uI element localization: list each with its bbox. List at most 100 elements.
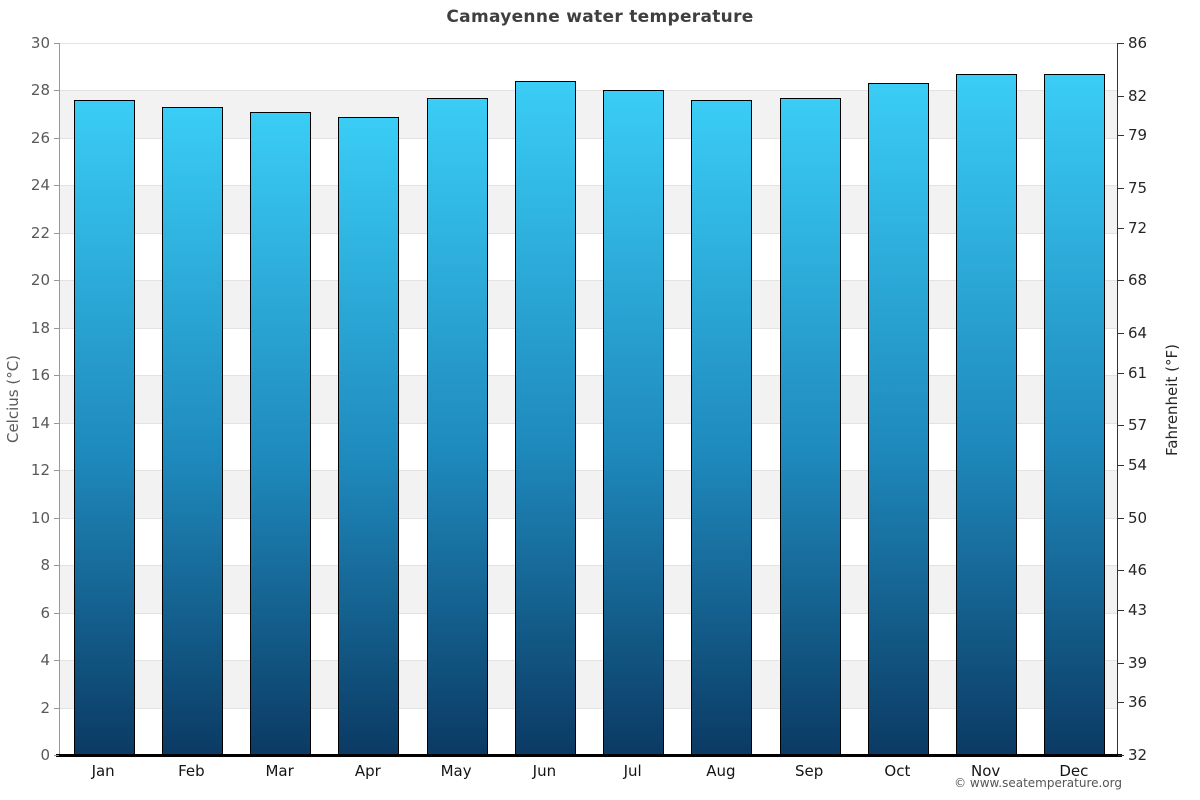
y-tick-label-fahrenheit: 46 xyxy=(1128,561,1148,580)
y-tick-label-celsius: 28 xyxy=(30,81,50,100)
tick-mark-left xyxy=(54,375,59,377)
temperature-bar[interactable] xyxy=(514,80,576,755)
footer-credit[interactable]: © www.seatemperature.org xyxy=(954,776,1122,790)
tick-mark-left xyxy=(54,137,59,139)
y-tick-label-celsius: 14 xyxy=(30,413,50,432)
grid-line xyxy=(60,375,1117,377)
grid-line xyxy=(60,612,1117,614)
x-tick-label: Dec xyxy=(1059,762,1089,780)
y-tick-label-fahrenheit: 68 xyxy=(1128,271,1148,290)
temperature-bar[interactable] xyxy=(161,107,223,755)
tick-mark-right xyxy=(1118,372,1124,374)
grid-band xyxy=(60,90,1117,138)
grid-line xyxy=(60,43,1117,44)
grid-line xyxy=(60,185,1117,187)
x-tick-label: Aug xyxy=(706,762,736,780)
temperature-bar[interactable] xyxy=(426,97,488,755)
temperature-bar[interactable] xyxy=(956,73,1018,755)
grid-band xyxy=(60,43,1117,91)
tick-mark-left xyxy=(54,755,59,756)
tick-mark-right xyxy=(1118,227,1124,229)
y-tick-label-celsius: 20 xyxy=(30,271,50,290)
tick-mark-left xyxy=(54,565,59,567)
y-tick-label-celsius: 30 xyxy=(30,34,50,52)
grid-line xyxy=(60,280,1117,282)
y-tick-label-celsius: 2 xyxy=(40,698,50,717)
grid-band xyxy=(60,565,1117,613)
x-tick-label: Jul xyxy=(623,762,642,780)
x-tick-label: Mar xyxy=(265,762,294,780)
grid-line xyxy=(60,470,1117,472)
tick-mark-right xyxy=(1118,333,1124,335)
temperature-bar[interactable] xyxy=(603,90,665,755)
tick-mark-left xyxy=(54,43,59,44)
x-tick-label: Jan xyxy=(91,762,115,780)
y-tick-label-fahrenheit: 50 xyxy=(1128,508,1148,527)
grid-band xyxy=(60,660,1117,708)
y-tick-label-celsius: 16 xyxy=(30,366,50,385)
temperature-bar[interactable] xyxy=(73,99,135,755)
x-tick-label: Apr xyxy=(354,762,381,780)
tick-mark-left xyxy=(54,612,59,614)
y-tick-label-fahrenheit: 32 xyxy=(1128,746,1148,764)
tick-mark-left xyxy=(54,517,59,519)
tick-mark-left xyxy=(54,280,59,282)
y-tick-label-fahrenheit: 86 xyxy=(1128,34,1148,52)
x-axis-line xyxy=(56,754,1122,757)
y-tick-label-fahrenheit: 72 xyxy=(1128,218,1148,237)
tick-mark-left xyxy=(54,90,59,92)
grid-band xyxy=(60,422,1117,471)
y-tick-label-fahrenheit: 64 xyxy=(1128,324,1148,343)
y-tick-label-celsius: 4 xyxy=(40,651,50,670)
temperature-bar[interactable] xyxy=(1044,73,1106,755)
chart-title: Camayenne water temperature xyxy=(446,7,754,27)
temperature-bar[interactable] xyxy=(250,111,312,755)
y-tick-label-celsius: 8 xyxy=(40,556,50,575)
temperature-bar[interactable] xyxy=(691,99,753,755)
grid-line xyxy=(60,327,1117,329)
y-tick-label-celsius: 10 xyxy=(30,508,50,527)
grid-line xyxy=(60,90,1117,92)
grid-band xyxy=(60,232,1117,281)
y-tick-label-celsius: 12 xyxy=(30,461,50,480)
grid-line xyxy=(60,232,1117,234)
tick-mark-right xyxy=(1118,188,1124,190)
grid-line xyxy=(60,565,1117,567)
tick-mark-left xyxy=(54,422,59,424)
y-tick-label-celsius: 6 xyxy=(40,603,50,622)
grid-line xyxy=(60,660,1117,662)
grid-line xyxy=(60,137,1117,139)
y-tick-label-fahrenheit: 39 xyxy=(1128,653,1148,672)
plot-area xyxy=(59,43,1118,755)
tick-mark-right xyxy=(1118,702,1124,704)
temperature-bar[interactable] xyxy=(867,83,929,755)
tick-mark-left xyxy=(54,707,59,709)
y-tick-label-fahrenheit: 61 xyxy=(1128,363,1148,382)
grid-line xyxy=(60,422,1117,424)
grid-band xyxy=(60,327,1117,376)
tick-mark-right xyxy=(1118,43,1124,44)
tick-mark-right xyxy=(1118,95,1124,97)
y-tick-label-fahrenheit: 36 xyxy=(1128,693,1148,712)
x-tick-label: May xyxy=(440,762,472,780)
x-tick-label: Oct xyxy=(884,762,911,780)
grid-band xyxy=(60,375,1117,423)
x-tick-label: Feb xyxy=(178,762,205,780)
y-tick-label-celsius: 24 xyxy=(30,176,50,195)
y-tick-label-fahrenheit: 79 xyxy=(1128,126,1148,145)
grid-band xyxy=(60,470,1117,518)
tick-mark-right xyxy=(1118,280,1124,282)
tick-mark-left xyxy=(54,185,59,187)
y-tick-label-fahrenheit: 75 xyxy=(1128,179,1148,198)
grid-band xyxy=(60,280,1117,328)
temperature-bar[interactable] xyxy=(338,116,400,755)
tick-mark-right xyxy=(1118,517,1124,519)
temperature-bar[interactable] xyxy=(779,97,841,755)
grid-band xyxy=(60,137,1117,186)
grid-band xyxy=(60,185,1117,233)
y-tick-label-celsius: 26 xyxy=(30,128,50,147)
tick-mark-right xyxy=(1118,425,1124,427)
y-tick-label-fahrenheit: 82 xyxy=(1128,86,1148,105)
tick-mark-right xyxy=(1118,464,1124,466)
tick-mark-right xyxy=(1118,755,1124,756)
